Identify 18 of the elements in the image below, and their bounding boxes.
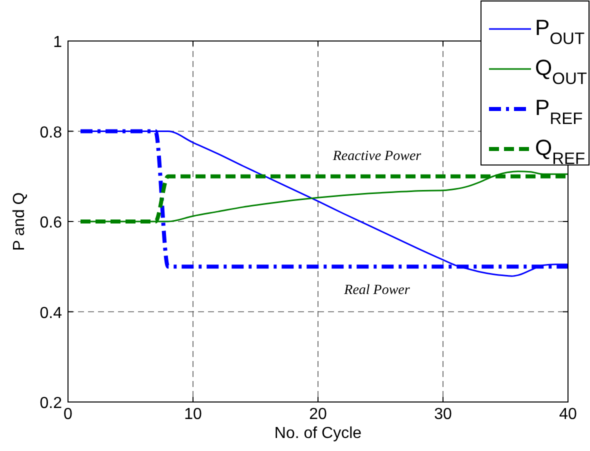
y-tick-label: 0.8	[40, 124, 62, 142]
x-tick-label: 10	[184, 406, 202, 423]
x-tick-label: 40	[559, 406, 577, 423]
x-tick-label: 20	[309, 406, 327, 423]
y-axis-title: P and Q	[11, 192, 28, 251]
x-tick-label: 0	[64, 406, 73, 423]
annotation: Real Power	[343, 283, 410, 298]
legend-label: P$_{REF}$	[535, 95, 583, 128]
y-tick-label: 0.2	[40, 395, 62, 412]
legend-label: P$_{OUT}$	[535, 15, 585, 48]
annotation: Reactive Power	[332, 149, 422, 164]
x-tick-label: 30	[434, 406, 452, 423]
legend-label: Q$_{OUT}$	[535, 55, 587, 88]
legend-label: Q$_{REF}$	[535, 135, 586, 168]
y-tick-label: 0.6	[40, 214, 62, 232]
y-tick-label: 1	[53, 34, 62, 51]
x-axis-title: No. of Cycle	[274, 425, 362, 442]
y-tick-label: 0.4	[40, 304, 62, 322]
